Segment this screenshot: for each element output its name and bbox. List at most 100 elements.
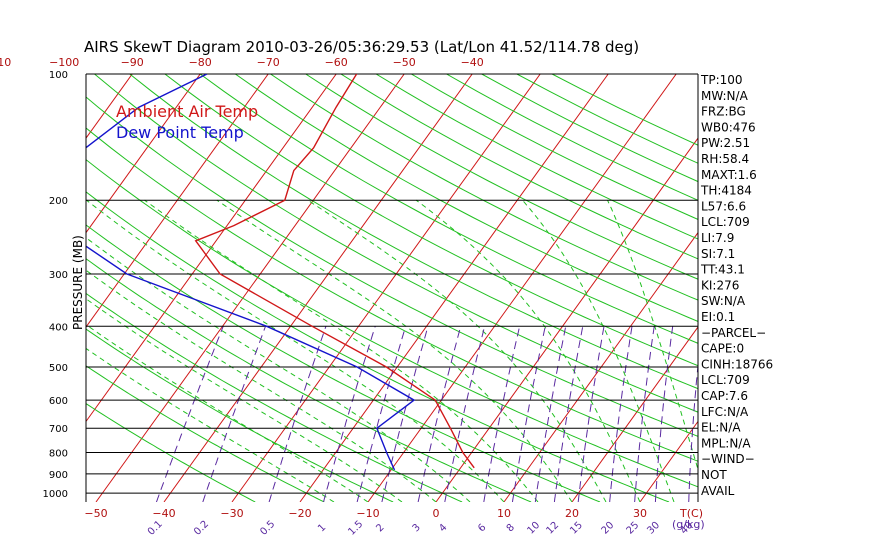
mixing-ratio-tick-label: 0.1 [146,519,165,538]
mixing-ratio-line [417,326,462,502]
mixing-ratio-line [609,326,633,502]
dry-adiabat-line [86,365,325,502]
moist-adiabat-line [86,269,437,502]
stability-index-item: RH:58.4 [701,152,749,166]
stability-index-item: SI:7.1 [701,247,735,261]
top-temp-tick-label: −40 [461,56,484,69]
dry-adiabat-line [340,74,698,260]
mixing-ratio-tick-label: 6 [476,522,488,534]
mixing-ratio-line [356,326,407,502]
top-temp-tick-label: −80 [189,56,212,69]
mixing-ratio-line [553,326,584,502]
mixing-ratio-tick-label: 20 [600,520,617,537]
isotherm-line [86,74,201,234]
mixing-ratio-tick-label: 0.5 [258,519,277,538]
dry-adiabat-line [86,191,670,502]
stability-index-item: LI:7.9 [701,231,734,245]
mixing-ratio-tick-label: 4 [437,522,449,534]
moist-adiabat-line [415,199,641,502]
pressure-axis-labels: 100 200 300 400 500 600 700 800 900 1000 [43,70,68,500]
stability-index-item: MPL:N/A [701,436,751,450]
isotherm-line [86,74,269,328]
x-axis-unit-label: T(C) [679,507,703,520]
isobar-lines [86,73,698,494]
mixing-ratio-line [202,326,266,502]
dry-adiabat-line [94,74,698,413]
stability-index-item: EI:0.1 [701,310,735,324]
pressure-tick-label: 100 [49,70,68,81]
chart-title: AIRS SkewT Diagram 2010-03-26/05:36:29.5… [84,38,639,56]
stability-index-item: KI:276 [701,278,739,292]
stability-index-item: TH:4184 [700,184,752,198]
dry-adiabat-line [235,74,698,322]
dry-adiabat-line [164,74,698,367]
stability-index-item: TT:43.1 [700,263,745,277]
bottom-temp-tick-label: 20 [565,507,579,520]
moist-adiabat-line [144,199,539,502]
isotherm-line [0,74,64,502]
pressure-tick-label: 500 [49,363,68,374]
legend-dew-point-temp: Dew Point Temp [116,123,244,142]
pressure-tick-label: 600 [49,396,68,407]
bottom-temp-tick-label: −40 [152,507,175,520]
top-temperature-labels: −120−110−100−90−80−70−60−50−40 [0,56,484,69]
mixing-ratio-line [577,326,605,502]
moist-adiabat-line [307,199,607,502]
mixing-ratio-tick-label: 15 [568,520,585,537]
top-temp-tick-label: −50 [393,56,416,69]
isotherm-line [844,74,870,502]
mixing-ratio-tick-label: 10 [525,520,542,537]
pressure-tick-label: 900 [49,470,68,481]
y-axis-label: PRESSURE (MB) [71,235,85,330]
dry-adiabat-line [199,74,698,344]
stability-index-item: CAP:7.6 [701,389,748,403]
stability-index-item: MAXT:1.6 [701,168,757,182]
bottom-temperature-labels: −50 −40 −30 −20 −10 0 10 20 30 [84,507,647,520]
dry-adiabat-line [86,224,601,502]
bottom-temp-tick-label: 30 [633,507,647,520]
mixing-ratio-tick-label: 1.5 [346,519,365,538]
legend-ambient-air-temp: Ambient Air Temp [116,102,258,121]
mixing-ratio-tick-label: 1 [316,522,328,534]
stability-index-item: PW:2.51 [701,136,750,150]
top-temp-tick-label: −70 [257,56,280,69]
isotherm-line [86,74,133,140]
dew-point-temp-line [86,74,416,471]
mixing-ratio-tick-label: 30 [645,520,662,537]
dry-adiabat-line [270,74,698,301]
moist-adiabat-line [216,199,573,502]
dry-adiabat-line [411,74,698,220]
pressure-tick-label: 200 [49,196,68,207]
isotherm-line [639,420,698,502]
stability-index-item: FRZ:BG [701,105,746,119]
moist-adiabat-line [86,199,505,502]
top-temp-tick-label: −100 [49,56,79,69]
dry-adiabat-line [86,127,698,462]
moist-adiabat-line [86,323,369,502]
stability-index-item: CINH:18766 [701,357,773,371]
ambient-air-temp-line [194,74,475,469]
mixing-ratio-tick-label: 25 [625,520,642,537]
stability-index-item: MW:N/A [701,89,749,103]
stability-index-item: −PARCEL− [701,326,766,340]
mixing-ratio-line [512,326,546,502]
mixing-ratio-line [444,326,486,502]
isotherm-line [503,231,698,502]
stability-index-item: CAPE:0 [701,342,744,356]
pressure-tick-label: 800 [49,449,68,460]
bottom-temp-tick-label: 0 [433,507,440,520]
mixing-ratio-tick-label: 2 [374,522,386,534]
stability-index-item: SW:N/A [701,294,746,308]
mixing-ratio-tick-label: 0.2 [192,519,211,538]
mixing-ratio-tick-label: 3 [411,522,423,534]
mixing-ratio-line [534,326,567,502]
isotherm-line [299,74,609,502]
mixing-ratio-line [155,326,224,502]
dry-adiabat-line [305,74,698,280]
bottom-temp-tick-label: −30 [220,507,243,520]
stability-index-item: NOT [701,468,727,482]
isotherm-line [95,74,405,502]
stability-index-item: LCL:709 [701,373,750,387]
